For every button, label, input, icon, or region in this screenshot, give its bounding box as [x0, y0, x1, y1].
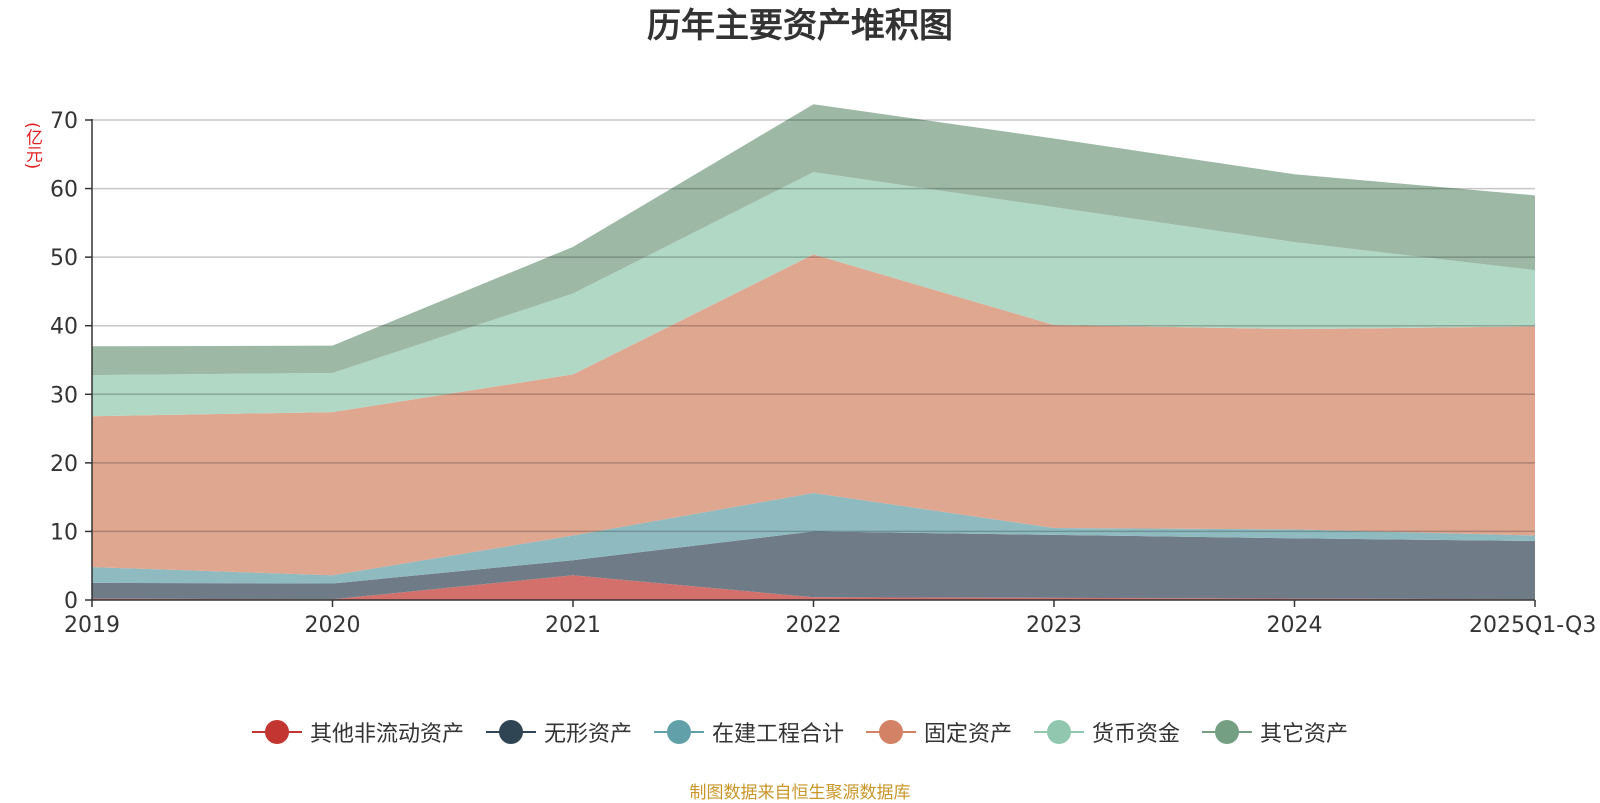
- legend-label: 无形资产: [543, 722, 632, 747]
- legend-item-5[interactable]: 其它资产: [1202, 716, 1348, 748]
- area-series-3: [92, 254, 1535, 576]
- area-series-0: [92, 575, 1535, 600]
- y-axis-unit-label: (亿元): [22, 122, 42, 170]
- y-tick-label: 60: [50, 178, 78, 203]
- legend-marker-icon: [1034, 719, 1085, 745]
- x-tick-label: 2023: [1026, 613, 1082, 638]
- data-source-note: 制图数据来自恒生聚源数据库: [689, 783, 911, 803]
- legend-marker-icon: [251, 719, 302, 745]
- x-tick-label: 2019: [64, 613, 120, 638]
- stacked-area-chart: 0 10 20 30 40 50 60 70 2019 2020 2021 2022 2023 2024 2…: [50, 104, 1596, 638]
- area-series-4: [92, 172, 1535, 417]
- y-tick-label: 70: [50, 109, 78, 134]
- area-series-5: [92, 104, 1535, 376]
- y-tick-label: 10: [50, 520, 78, 545]
- area-series-1: [92, 531, 1535, 600]
- legend-item-0[interactable]: 其他非流动资产: [251, 716, 464, 748]
- legend-marker-icon: [1202, 719, 1253, 745]
- y-tick-label: 0: [64, 589, 78, 614]
- chart-title: 历年主要资产堆积图: [647, 6, 953, 46]
- y-tick-label: 30: [50, 383, 78, 408]
- legend-item-2[interactable]: 在建工程合计: [653, 716, 844, 748]
- legend-label: 固定资产: [924, 722, 1013, 747]
- area-series-2: [92, 493, 1535, 584]
- legend-label: 在建工程合计: [711, 722, 844, 747]
- legend-label: 货币资金: [1092, 722, 1181, 747]
- legend-item-1[interactable]: 无形资产: [485, 716, 632, 748]
- x-tick-label: 2025Q1-Q3: [1469, 613, 1596, 638]
- x-tick-label: 2020: [305, 613, 361, 638]
- legend-label: 其它资产: [1260, 722, 1349, 747]
- legend-label: 其他非流动资产: [309, 722, 464, 747]
- legend-marker-icon: [485, 719, 536, 745]
- chart-legend: 其他非流动资产 无形资产 在建工程合计 固定资产 货币资金 其它资产: [0, 716, 1600, 748]
- legend-item-3[interactable]: 固定资产: [866, 716, 1012, 748]
- legend-marker-icon: [866, 719, 916, 745]
- x-tick-label: 2024: [1267, 613, 1323, 638]
- legend-item-4[interactable]: 货币资金: [1034, 716, 1180, 748]
- y-tick-label: 40: [50, 315, 78, 340]
- y-tick-label: 20: [50, 452, 78, 477]
- legend-marker-icon: [653, 719, 704, 745]
- x-tick-label: 2021: [545, 613, 601, 638]
- x-tick-label: 2022: [786, 613, 842, 638]
- y-tick-label: 50: [50, 246, 78, 271]
